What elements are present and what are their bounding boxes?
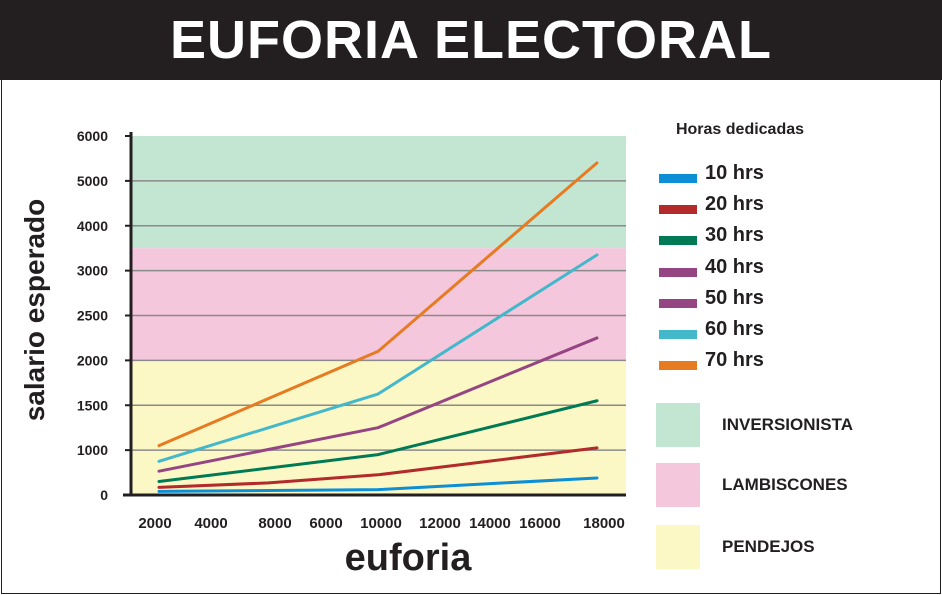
legend-swatch xyxy=(659,298,697,308)
chart-frame xyxy=(1,80,941,594)
y-tick-label: 6000 xyxy=(77,128,108,144)
y-tick-label: 3000 xyxy=(77,263,108,279)
x-axis-label: euforia xyxy=(345,537,473,579)
x-tick-label: 14000 xyxy=(469,515,511,532)
chart-title: EUFORIA ELECTORAL xyxy=(169,10,772,70)
zone-swatch xyxy=(656,463,700,507)
legend-label: 70 hrs xyxy=(705,349,764,372)
x-tick-label: 8000 xyxy=(258,515,291,532)
series-line-30-hrs xyxy=(157,399,599,484)
y-tick-label: 1500 xyxy=(77,397,108,413)
zone-band-1 xyxy=(131,248,626,361)
legend-swatch xyxy=(659,361,697,371)
series-line-70-hrs xyxy=(157,161,599,448)
legend-swatch xyxy=(659,205,697,215)
series-line-10-hrs xyxy=(157,476,599,493)
zone-label: PENDEJOS xyxy=(722,537,815,556)
legend-swatch xyxy=(659,236,697,246)
title-bar xyxy=(0,0,942,80)
legend-label: 50 hrs xyxy=(705,286,764,309)
zone-label: LAMBISCONES xyxy=(722,475,848,494)
x-tick-label: 12000 xyxy=(419,515,461,532)
legend-label: 10 hrs xyxy=(705,162,764,184)
legend-swatch xyxy=(659,267,697,277)
zone-swatch xyxy=(656,403,700,447)
legend-label: 20 hrs xyxy=(705,193,764,216)
legend-label: 30 hrs xyxy=(705,224,764,247)
zone-label: INVERSIONISTA xyxy=(722,415,853,434)
y-axis-label: salario esperado xyxy=(19,199,50,422)
y-tick-label: 5000 xyxy=(77,173,108,189)
series-line-20-hrs xyxy=(157,446,599,489)
x-tick-label: 16000 xyxy=(519,515,561,532)
x-tick-label: 10000 xyxy=(360,515,402,532)
series-line-40-hrs xyxy=(157,336,599,473)
zone-band-0 xyxy=(131,136,626,249)
y-tick-label: 4000 xyxy=(77,218,108,234)
legend-swatch xyxy=(659,174,697,183)
y-tick-label: 0 xyxy=(100,487,108,503)
y-tick-label: 2000 xyxy=(77,352,108,368)
series-line-60-hrs xyxy=(157,253,599,463)
y-tick-label: 1000 xyxy=(77,442,108,458)
x-tick-label: 18000 xyxy=(583,515,625,532)
x-tick-label: 4000 xyxy=(194,515,227,532)
legend-label: 60 hrs xyxy=(705,318,764,340)
x-tick-label: 2000 xyxy=(138,515,171,532)
y-tick-label: 2500 xyxy=(77,308,108,324)
x-tick-label: 6000 xyxy=(309,515,342,532)
legend-swatch xyxy=(659,330,697,339)
zone-swatch xyxy=(656,525,700,569)
legend-title: Horas dedicadas xyxy=(675,121,805,138)
legend-label: 40 hrs xyxy=(705,255,764,278)
